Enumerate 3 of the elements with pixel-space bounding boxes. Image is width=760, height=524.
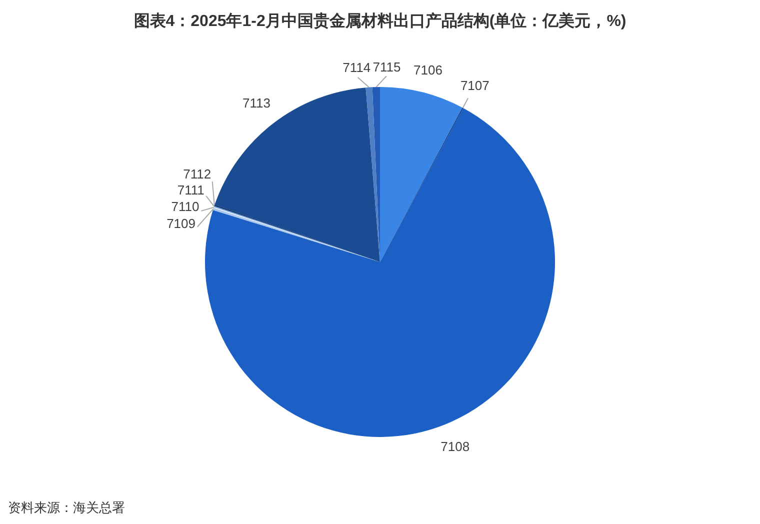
pie-slice	[366, 87, 380, 262]
pie-slice	[214, 88, 380, 262]
title: 图表4：2025年1-2月中国贵金属材料出口产品结构(单位：亿美元，%)	[134, 13, 626, 30]
